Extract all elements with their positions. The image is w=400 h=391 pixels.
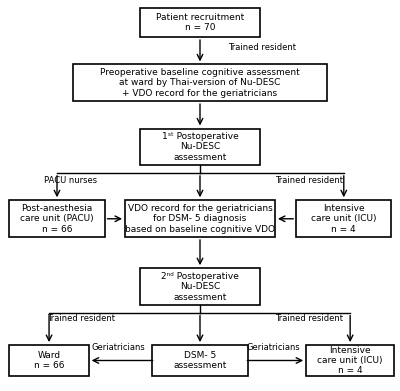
Text: Preoperative baseline cognitive assessment
at ward by Thai-version of Nu-DESC
+ : Preoperative baseline cognitive assessme… (100, 68, 300, 98)
FancyBboxPatch shape (296, 200, 392, 237)
FancyBboxPatch shape (73, 65, 327, 101)
FancyBboxPatch shape (140, 129, 260, 165)
Text: Trained resident: Trained resident (228, 43, 296, 52)
Text: DSM- 5
assessment: DSM- 5 assessment (173, 351, 227, 370)
Text: Geriatricians: Geriatricians (247, 343, 300, 352)
Text: Ward
n = 66: Ward n = 66 (34, 351, 64, 370)
FancyBboxPatch shape (306, 345, 394, 376)
Text: Post-anesthesia
care unit (PACU)
n = 66: Post-anesthesia care unit (PACU) n = 66 (20, 204, 94, 234)
Text: 2ⁿᵈ Postoperative
Nu-DESC
assessment: 2ⁿᵈ Postoperative Nu-DESC assessment (161, 272, 239, 301)
Text: Patient recruitment
n = 70: Patient recruitment n = 70 (156, 13, 244, 32)
FancyBboxPatch shape (152, 345, 248, 376)
Text: VDO record for the geriatricians
for DSM- 5 diagnosis
based on baseline cognitiv: VDO record for the geriatricians for DSM… (125, 204, 275, 234)
Text: Trained resident: Trained resident (275, 176, 343, 185)
FancyBboxPatch shape (9, 345, 89, 376)
FancyBboxPatch shape (140, 268, 260, 305)
FancyBboxPatch shape (9, 200, 105, 237)
Text: Intensive
care unit (ICU)
n = 4: Intensive care unit (ICU) n = 4 (318, 346, 383, 375)
Text: PACU nurses: PACU nurses (44, 176, 98, 185)
Text: Intensive
care unit (ICU)
n = 4: Intensive care unit (ICU) n = 4 (311, 204, 376, 234)
Text: Geriatricians: Geriatricians (92, 343, 146, 352)
FancyBboxPatch shape (140, 8, 260, 37)
Text: Trained resident: Trained resident (275, 314, 343, 323)
Text: 1ˢᵗ Postoperative
Nu-DESC
assessment: 1ˢᵗ Postoperative Nu-DESC assessment (162, 132, 238, 162)
Text: Trained resident: Trained resident (47, 314, 115, 323)
FancyBboxPatch shape (124, 200, 276, 237)
